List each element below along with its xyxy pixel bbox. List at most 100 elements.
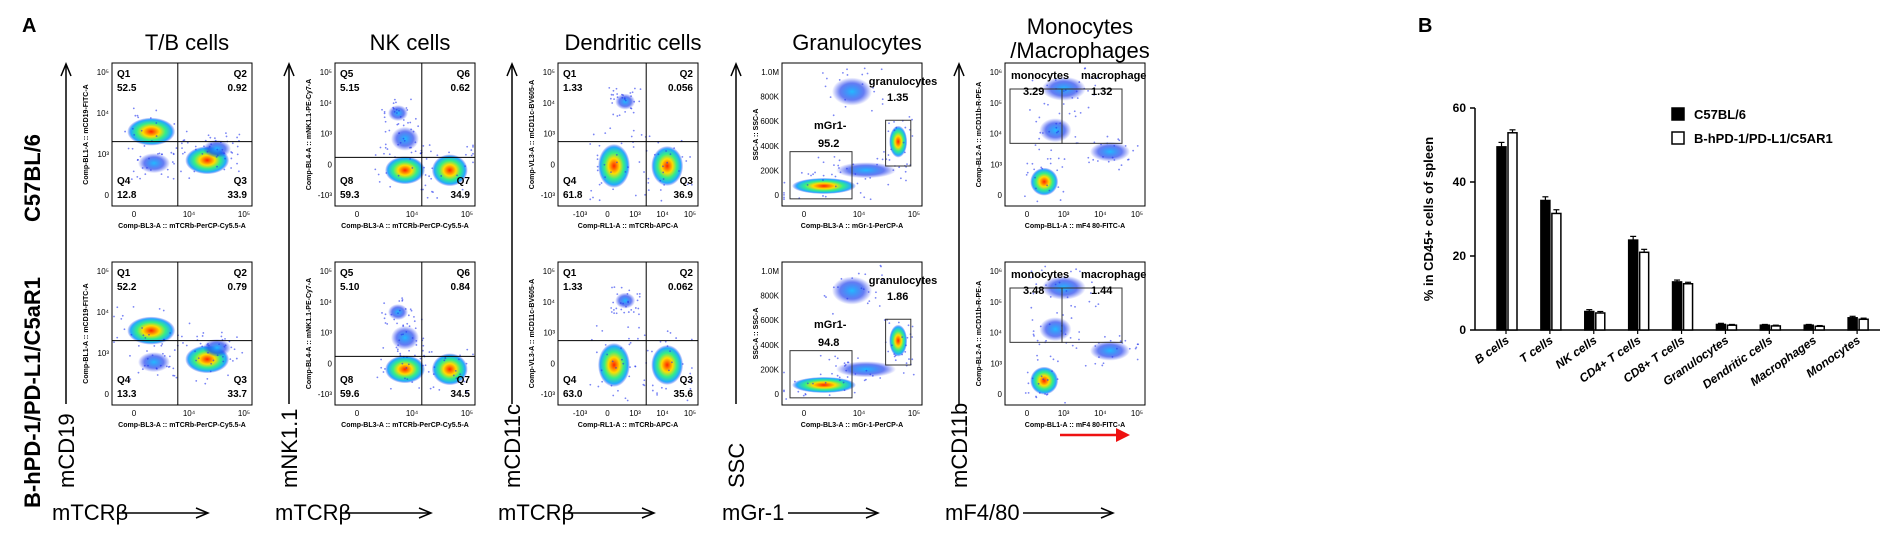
event-dot: [472, 353, 474, 356]
y-marker-arrowhead-1: [283, 62, 295, 77]
event-dot: [418, 387, 421, 389]
event-dot: [837, 164, 840, 167]
event-dot: [207, 342, 209, 345]
y-tick-label: 400K: [760, 142, 779, 151]
event-dot: [690, 367, 693, 369]
event-dot: [911, 325, 914, 328]
event-dot: [824, 381, 827, 384]
event-dot: [832, 114, 835, 117]
event-dot: [409, 146, 411, 149]
event-dot: [466, 348, 469, 351]
bar-0: [1671, 281, 1683, 331]
event-dot: [422, 145, 425, 147]
event-dot: [1111, 355, 1114, 358]
event-dot: [660, 386, 663, 389]
plot-frame: [111, 261, 253, 406]
bar-1: [1595, 312, 1606, 331]
bar-0: [1759, 324, 1771, 331]
event-dot: [175, 376, 178, 379]
y-tick-label: 10⁴: [320, 99, 333, 108]
event-dot: [903, 151, 906, 154]
event-dot: [629, 366, 631, 369]
y-tick-label: 800K: [760, 292, 779, 301]
event-dot: [409, 121, 412, 124]
event-dot: [887, 154, 890, 156]
event-dot: [901, 353, 904, 356]
event-dot: [214, 139, 217, 142]
bar-0: [1584, 310, 1595, 331]
density-cluster: [431, 353, 468, 386]
event-dot: [629, 341, 632, 344]
event-dot: [648, 135, 651, 138]
event-dot: [222, 360, 225, 363]
event-dot: [1040, 269, 1043, 272]
event-dot: [456, 377, 459, 380]
event-dot: [148, 157, 150, 160]
gate-name: Q7: [457, 176, 471, 187]
event-dot: [823, 294, 826, 297]
event-dot: [631, 91, 634, 94]
event-dot: [1046, 84, 1049, 87]
event-dot: [185, 344, 188, 347]
event-dot: [865, 369, 868, 372]
bar-y-tick-label: 40: [1453, 175, 1467, 189]
event-dot: [866, 72, 869, 75]
x-axis-title: Comp-RL1-A :: mTCRb-APC-A: [578, 422, 678, 429]
bar-1: [1551, 212, 1562, 331]
event-dot: [147, 364, 149, 367]
event-dot: [155, 367, 158, 370]
bar-1: [1507, 132, 1518, 331]
event-dot: [225, 135, 228, 138]
event-dot: [396, 112, 398, 114]
event-dot: [1062, 103, 1065, 105]
x-tick-label: 0: [1025, 210, 1030, 219]
event-dot: [596, 158, 599, 161]
event-dot: [833, 155, 836, 158]
event-dot: [662, 178, 665, 180]
y-tick-label: 10⁵: [543, 267, 555, 276]
event-dot: [472, 144, 474, 147]
event-dot: [465, 390, 468, 393]
event-dot: [874, 296, 877, 299]
event-dot: [857, 272, 860, 275]
event-dot: [783, 181, 786, 184]
density-cluster: [391, 126, 419, 151]
gating-arrowhead: [1116, 428, 1130, 442]
event-dot: [383, 116, 386, 119]
event-dot: [402, 333, 404, 336]
event-dot: [384, 143, 387, 146]
gate-value: 35.6: [674, 389, 694, 400]
event-dot: [615, 153, 618, 156]
event-dot: [869, 82, 872, 85]
event-dot: [783, 191, 785, 194]
event-dot: [1026, 171, 1029, 174]
event-dot: [398, 339, 401, 342]
event-dot: [822, 179, 824, 181]
y-tick-label: 10⁵: [320, 267, 332, 276]
event-dot: [181, 147, 183, 150]
event-dot: [225, 132, 227, 135]
y-axis-title: Comp-BL2-A :: mCD11b-R-PE-A: [976, 82, 983, 188]
event-dot: [626, 292, 629, 295]
y-tick-label: 200K: [760, 166, 779, 175]
event-dot: [134, 114, 137, 117]
event-dot: [862, 288, 865, 290]
event-dot: [690, 381, 693, 384]
event-dot: [1057, 360, 1059, 363]
event-dot: [389, 185, 392, 188]
event-dot: [619, 302, 622, 304]
event-dot: [604, 132, 607, 135]
event-dot: [595, 324, 598, 327]
y-tick-label: 0: [105, 390, 110, 399]
event-dot: [806, 382, 809, 385]
gate-name: Q3: [680, 375, 694, 386]
event-dot: [173, 162, 175, 165]
event-dot: [873, 90, 876, 93]
y-tick-label: 10⁴: [543, 99, 556, 108]
gate-name: Q4: [563, 176, 577, 187]
event-dot: [657, 153, 660, 156]
gate-value: 1.86: [887, 291, 908, 303]
event-dot: [891, 344, 893, 347]
bar-0: [1496, 146, 1507, 331]
y-axis-title: Comp-BL4-A :: mNK1.1-PE-Cy7-A: [306, 79, 313, 190]
